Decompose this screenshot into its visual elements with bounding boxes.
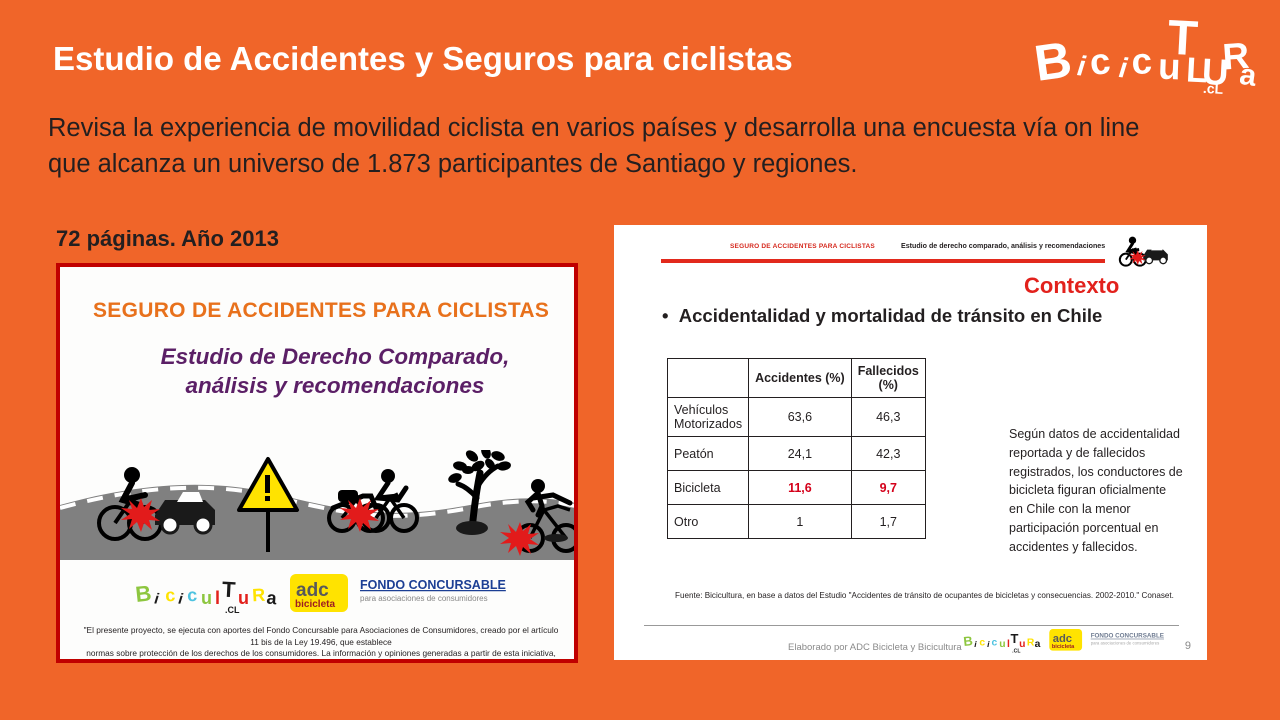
svg-text:i: i bbox=[1118, 52, 1130, 84]
svg-text:.CL: .CL bbox=[1012, 648, 1020, 654]
svg-text:u: u bbox=[999, 639, 1005, 650]
svg-text:a: a bbox=[266, 587, 279, 608]
svg-text:para asociaciones de consumido: para asociaciones de consumidores bbox=[360, 594, 488, 603]
svg-text:bicicleta: bicicleta bbox=[1052, 644, 1075, 650]
svg-text:B: B bbox=[963, 633, 973, 649]
svg-text:i: i bbox=[987, 639, 990, 649]
svg-text:c: c bbox=[165, 585, 176, 606]
svg-text:B: B bbox=[135, 580, 153, 607]
svg-text:adc: adc bbox=[296, 580, 329, 601]
svg-text:R: R bbox=[1027, 637, 1035, 648]
svg-text:bicicleta: bicicleta bbox=[295, 599, 335, 610]
svg-text:.CL: .CL bbox=[225, 605, 240, 614]
svg-text:FONDO CONCURSABLE: FONDO CONCURSABLE bbox=[1091, 633, 1164, 640]
svg-text:FONDO CONCURSABLE: FONDO CONCURSABLE bbox=[360, 578, 506, 592]
svg-text:i: i bbox=[178, 591, 185, 608]
svg-text:i: i bbox=[154, 590, 161, 607]
svg-text:c: c bbox=[991, 637, 997, 648]
svg-text:u: u bbox=[201, 588, 212, 608]
svg-text:c: c bbox=[1130, 40, 1153, 82]
svg-text:R: R bbox=[252, 585, 266, 606]
svg-text:l: l bbox=[1007, 639, 1010, 650]
svg-text:T: T bbox=[1166, 18, 1199, 66]
svg-text:l: l bbox=[215, 588, 220, 608]
svg-text:.cL: .cL bbox=[1203, 80, 1224, 95]
svg-text:c: c bbox=[187, 585, 198, 605]
svg-text:c: c bbox=[979, 637, 985, 648]
svg-text:a: a bbox=[1238, 58, 1259, 93]
svg-text:a: a bbox=[1035, 639, 1041, 650]
svg-text:T: T bbox=[221, 577, 236, 603]
svg-text:B: B bbox=[1034, 30, 1075, 92]
svg-text:T: T bbox=[1010, 631, 1018, 646]
svg-text:c: c bbox=[1088, 40, 1113, 83]
svg-text:i: i bbox=[974, 639, 977, 649]
svg-text:u: u bbox=[238, 588, 249, 608]
svg-text:para asociaciones de consumido: para asociaciones de consumidores bbox=[1091, 641, 1160, 646]
svg-text:i: i bbox=[1076, 50, 1088, 82]
